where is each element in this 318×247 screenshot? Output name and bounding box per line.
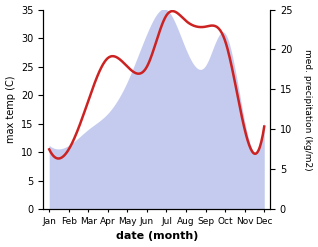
Y-axis label: max temp (C): max temp (C) [5, 76, 16, 143]
X-axis label: date (month): date (month) [115, 231, 198, 242]
Y-axis label: med. precipitation (kg/m2): med. precipitation (kg/m2) [303, 49, 313, 170]
